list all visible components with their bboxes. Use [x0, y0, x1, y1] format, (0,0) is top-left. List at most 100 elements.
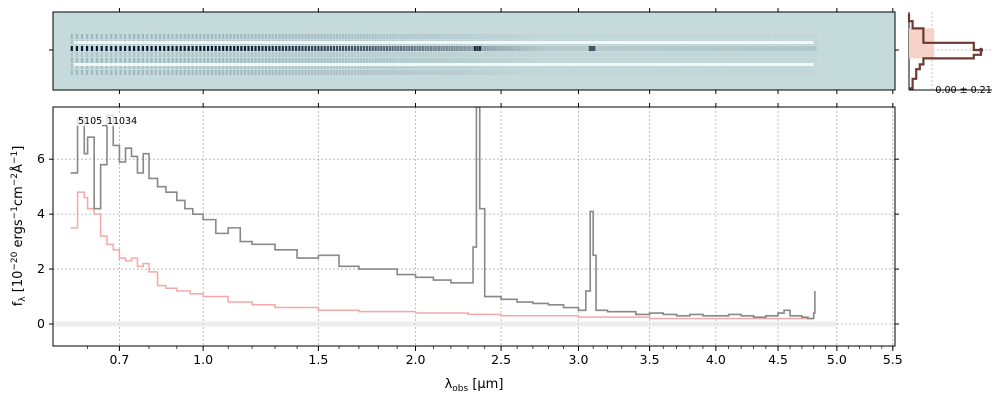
- heatmap-cell: [199, 58, 202, 63]
- heatmap-cell: [240, 52, 243, 57]
- heatmap-cell: [744, 46, 747, 51]
- heatmap-cell: [146, 34, 149, 39]
- heatmap-cell: [348, 46, 351, 51]
- heatmap-cell: [539, 46, 542, 51]
- heatmap-cell: [663, 52, 665, 57]
- heatmap-cell: [627, 70, 629, 75]
- heatmap-cell: [229, 52, 232, 57]
- heatmap-cell: [644, 34, 646, 39]
- heatmap-cell: [402, 34, 405, 39]
- heatmap-cell: [413, 46, 416, 51]
- heatmap-cell: [456, 58, 459, 63]
- heatmap-cell: [443, 70, 446, 75]
- heatmap-cell: [501, 58, 504, 63]
- heatmap-cell: [399, 52, 403, 57]
- heatmap-cell: [326, 34, 329, 39]
- heatmap-cell: [75, 34, 79, 39]
- heatmap-cell: [391, 58, 394, 63]
- heatmap-cell: [110, 64, 113, 69]
- heatmap-cell: [779, 46, 782, 51]
- heatmap-cell: [110, 46, 113, 51]
- heatmap-cell: [661, 52, 663, 57]
- heatmap-cell: [520, 70, 523, 75]
- heatmap-cell: [85, 58, 89, 63]
- heatmap-cell: [175, 52, 178, 57]
- heatmap-cell: [593, 58, 595, 63]
- heatmap-cell: [377, 64, 380, 69]
- heatmap-cell: [408, 34, 411, 39]
- heatmap-cell: [579, 46, 583, 51]
- heatmap-cell: [291, 52, 294, 57]
- heatmap-cell: [399, 70, 403, 75]
- heatmap-cell: [712, 70, 714, 75]
- heatmap-cell: [712, 52, 714, 57]
- heatmap-cell: [580, 70, 582, 75]
- heatmap-cell: [275, 46, 278, 51]
- heatmap-cell: [536, 46, 539, 51]
- heatmap-cell: [278, 58, 281, 63]
- heatmap-cell: [692, 58, 694, 63]
- heatmap-cell: [383, 46, 386, 51]
- heatmap-cell: [351, 34, 354, 39]
- heatmap-cell: [503, 64, 506, 69]
- heatmap-cell: [681, 34, 683, 39]
- heatmap-cell: [271, 70, 274, 75]
- heatmap-cell: [503, 46, 506, 51]
- heatmap-cell: [685, 52, 687, 57]
- heatmap-cell: [137, 34, 140, 39]
- heatmap-cell: [445, 58, 448, 63]
- heatmap-cell: [458, 70, 461, 75]
- heatmap-cell: [432, 64, 435, 69]
- heatmap-cell: [323, 34, 326, 39]
- heatmap-cell: [456, 52, 459, 57]
- heatmap-cell: [424, 70, 427, 75]
- heatmap-cell: [332, 46, 336, 51]
- heatmap-cell: [254, 46, 257, 51]
- heatmap-cell: [665, 34, 667, 39]
- heatmap-cell: [450, 46, 454, 51]
- heatmap-cell: [706, 46, 709, 51]
- heatmap-cell: [638, 58, 640, 63]
- heatmap-cell: [481, 64, 484, 69]
- heatmap-cell: [408, 58, 411, 63]
- heatmap-cell: [604, 58, 606, 63]
- heatmap-cell: [132, 52, 136, 57]
- heatmap-cell: [723, 70, 725, 75]
- heatmap-cell: [158, 58, 162, 63]
- heatmap-cell: [468, 52, 472, 57]
- heatmap-cell: [483, 70, 487, 75]
- heatmap-cell: [326, 58, 329, 63]
- heatmap-cell: [222, 46, 225, 51]
- heatmap-cell: [345, 46, 348, 51]
- profile-line: [907, 14, 983, 90]
- heatmap-cell: [573, 70, 575, 75]
- heatmap-cell: [362, 64, 366, 69]
- heatmap-cell: [311, 46, 314, 51]
- heatmap-cell: [95, 46, 98, 51]
- heatmap-cell: [195, 70, 198, 75]
- x-tick-label: 5.0: [827, 352, 847, 367]
- heatmap-cell: [294, 52, 298, 57]
- heatmap-cell: [656, 52, 658, 57]
- heatmap-cell: [206, 64, 210, 69]
- heatmap-cell: [132, 58, 136, 63]
- heatmap-cell: [380, 70, 383, 75]
- heatmap-cell: [137, 70, 140, 75]
- heatmap-cell: [698, 70, 700, 75]
- heatmap-cell: [766, 46, 769, 51]
- heatmap-cell: [250, 34, 254, 39]
- heatmap-cell: [481, 58, 484, 63]
- heatmap-cell: [731, 34, 733, 39]
- heatmap-cell: [520, 58, 523, 63]
- heatmap-cell: [456, 34, 459, 39]
- heatmap-cell: [365, 34, 368, 39]
- heatmap-cell: [397, 70, 400, 75]
- heatmap-cell: [247, 34, 250, 39]
- heatmap-cell: [642, 70, 644, 75]
- heatmap-cell: [362, 34, 366, 39]
- heatmap-cell: [314, 58, 317, 63]
- heatmap-cell: [684, 46, 687, 51]
- heatmap-cell: [275, 52, 278, 57]
- heatmap-cell: [473, 64, 477, 69]
- heatmap-cell: [591, 70, 593, 75]
